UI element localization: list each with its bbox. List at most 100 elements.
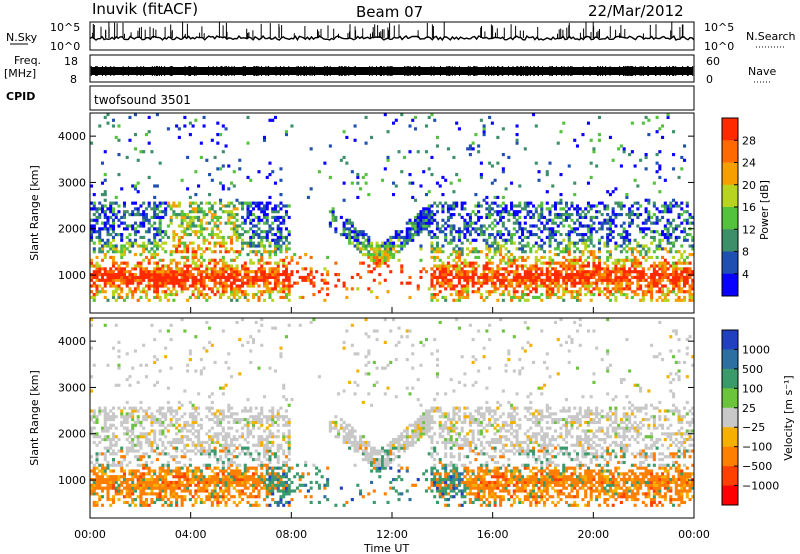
heatmap-cell	[592, 255, 596, 260]
heatmap-cell	[109, 443, 113, 447]
heatmap-cell	[120, 244, 124, 248]
heatmap-cell	[532, 273, 536, 277]
heatmap-cell	[543, 250, 547, 254]
heatmap-cell	[125, 415, 129, 419]
heatmap-cell	[188, 224, 192, 228]
heatmap-cell	[98, 267, 102, 271]
heatmap-cell	[230, 247, 234, 251]
heatmap-cell	[661, 270, 665, 274]
heatmap-cell	[131, 227, 135, 231]
heatmap-cell	[265, 213, 269, 217]
heatmap-cell	[175, 503, 179, 507]
heatmap-cell	[139, 500, 143, 505]
heatmap-cell	[477, 281, 481, 285]
heatmap-cell	[556, 241, 560, 245]
heatmap-cell	[477, 264, 481, 268]
heatmap-cell	[430, 295, 434, 300]
heatmap-cell	[172, 415, 176, 419]
heatmap-cell	[95, 284, 99, 288]
heatmap-cell	[183, 215, 187, 220]
heatmap-cell	[186, 258, 190, 262]
heatmap-cell	[172, 293, 176, 297]
heatmap-cell	[172, 495, 176, 499]
heatmap-cell	[581, 273, 585, 277]
heatmap-cell	[268, 173, 272, 177]
heatmap-cell	[446, 207, 450, 211]
heatmap-cell	[241, 278, 245, 282]
heatmap-cell	[422, 224, 426, 228]
heatmap-cell	[589, 230, 593, 234]
heatmap-cell	[589, 281, 593, 285]
heatmap-cell	[251, 261, 256, 265]
heatmap-cell	[641, 227, 645, 231]
heatmap-cell	[515, 138, 519, 142]
heatmap-cell	[457, 298, 461, 302]
heatmap-cell	[614, 213, 618, 217]
heatmap-cell	[427, 115, 431, 120]
heatmap-cell	[630, 264, 634, 268]
heatmap-cell	[153, 235, 157, 240]
heatmap-cell	[543, 224, 547, 228]
heatmap-cell	[103, 253, 107, 257]
heatmap-cell	[575, 207, 579, 211]
heatmap-cell	[529, 275, 533, 280]
heatmap-cell	[257, 270, 261, 274]
heatmap-cell	[614, 284, 618, 288]
heatmap-cell	[370, 270, 374, 274]
heatmap-cell	[241, 241, 245, 245]
heatmap-cell	[219, 133, 223, 137]
heatmap-cell	[389, 247, 393, 251]
heatmap-cell	[575, 293, 579, 297]
heatmap-cell	[241, 275, 245, 280]
heatmap-cell	[650, 278, 654, 282]
heatmap-cell	[90, 460, 94, 465]
heatmap-cell	[630, 210, 634, 214]
heatmap-cell	[413, 115, 418, 120]
heatmap-cell	[117, 492, 121, 496]
heatmap-cell	[147, 406, 151, 410]
heatmap-cell	[548, 264, 552, 268]
heatmap-cell	[433, 284, 437, 288]
heatmap-cell	[114, 273, 118, 277]
heatmap-cell	[147, 221, 151, 225]
heatmap-cell	[103, 418, 107, 422]
heatmap-cell	[666, 241, 670, 245]
heatmap-cell	[284, 295, 288, 300]
heatmap-cell	[282, 221, 286, 225]
heatmap-cell	[106, 275, 110, 280]
heatmap-cell	[512, 261, 516, 265]
heatmap-cell	[155, 498, 159, 502]
heatmap-cell	[457, 178, 461, 182]
heatmap-cell	[219, 267, 223, 271]
heatmap-cell	[545, 275, 549, 280]
heatmap-cell	[507, 293, 511, 297]
heatmap-cell	[111, 412, 116, 416]
heatmap-cell	[153, 415, 157, 419]
heatmap-cell	[158, 298, 162, 302]
heatmap-cell	[485, 201, 489, 205]
heatmap-cell	[680, 267, 684, 271]
heatmap-cell	[661, 255, 665, 260]
heatmap-cell	[175, 472, 179, 476]
heatmap-cell	[202, 284, 206, 288]
heatmap-cell	[194, 498, 198, 502]
heatmap-cell	[183, 284, 187, 288]
heatmap-cell	[153, 221, 157, 225]
heatmap-cell	[608, 278, 612, 282]
heatmap-cell	[644, 227, 648, 231]
heatmap-cell	[619, 224, 623, 228]
heatmap-cell	[493, 284, 497, 288]
heatmap-cell	[111, 261, 116, 265]
heatmap-cell	[606, 264, 610, 268]
heatmap-cell	[501, 170, 505, 174]
heatmap-cell	[532, 233, 536, 237]
heatmap-cell	[381, 178, 385, 182]
heatmap-cell	[243, 281, 247, 285]
heatmap-cell	[188, 415, 192, 419]
heatmap-cell	[158, 215, 162, 220]
heatmap-cell	[230, 181, 234, 185]
heatmap-cell	[199, 290, 203, 294]
heatmap-cell	[125, 412, 129, 416]
heatmap-cell	[306, 273, 310, 277]
heatmap-cell	[435, 281, 439, 285]
